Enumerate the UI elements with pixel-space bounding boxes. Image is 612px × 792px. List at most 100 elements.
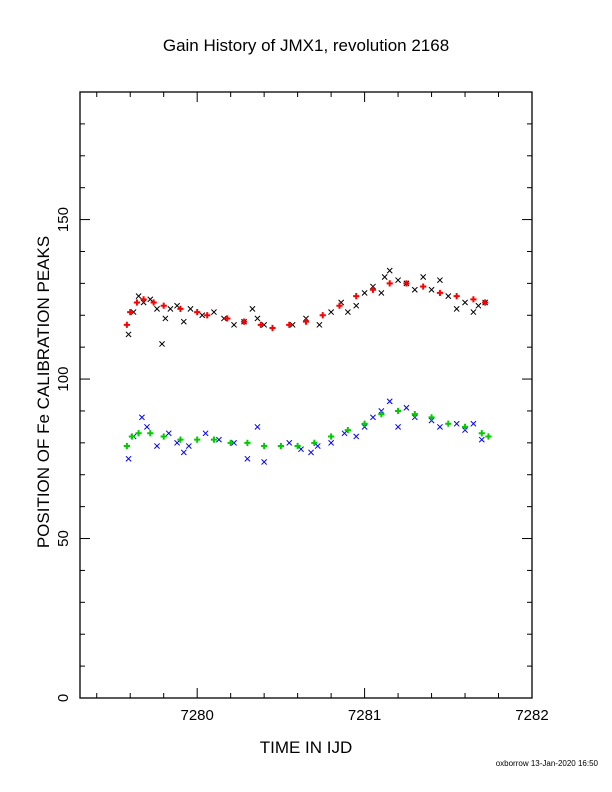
data-point <box>244 455 251 462</box>
data-point <box>353 433 360 440</box>
data-point <box>185 443 192 449</box>
data-point <box>411 286 418 293</box>
data-point <box>165 430 172 437</box>
data-point <box>369 286 377 293</box>
data-point <box>475 302 482 309</box>
data-point <box>428 286 435 293</box>
data-point <box>130 309 137 316</box>
data-point <box>231 321 237 328</box>
data-point <box>138 414 145 421</box>
y-axis-label-text: POSITION OF Fe CALIBRATION PEAKS <box>34 235 53 549</box>
data-point <box>386 280 393 287</box>
data-point <box>403 404 410 411</box>
data-point <box>361 289 368 296</box>
data-point <box>177 436 184 443</box>
data-point <box>147 430 154 437</box>
data-point <box>261 442 268 450</box>
timestamp-footer: oxborrow 13-Jan-2020 16:50 <box>495 759 598 768</box>
data-point <box>436 423 443 430</box>
data-point <box>257 321 264 328</box>
data-point <box>478 436 485 443</box>
data-point <box>135 293 142 300</box>
data-point <box>485 433 492 440</box>
data-point <box>336 302 343 309</box>
data-point <box>154 305 160 312</box>
data-point <box>160 433 167 440</box>
x-tick-label: 7280 <box>180 707 213 724</box>
data-point <box>395 423 402 430</box>
data-point <box>174 439 181 446</box>
data-point <box>316 321 323 328</box>
data-point <box>428 417 435 424</box>
data-point <box>254 315 261 322</box>
data-point <box>177 305 184 312</box>
data-point <box>462 299 468 306</box>
data-point <box>378 411 385 418</box>
data-point <box>123 442 130 450</box>
data-point <box>135 430 142 437</box>
data-point <box>453 305 460 312</box>
data-point <box>445 420 452 427</box>
data-point <box>199 312 206 319</box>
data-point <box>150 299 157 306</box>
data-point <box>395 277 402 284</box>
y-tick-label: 0 <box>55 694 72 702</box>
data-point <box>147 296 154 303</box>
data-point <box>411 414 418 421</box>
data-point <box>174 302 181 309</box>
data-point <box>394 407 402 415</box>
data-point <box>277 442 284 450</box>
data-point <box>470 296 477 303</box>
data-point <box>298 446 304 453</box>
data-point <box>140 296 147 303</box>
data-point <box>180 449 187 456</box>
data-point <box>482 299 489 306</box>
data-point <box>370 414 376 421</box>
data-point <box>240 318 248 325</box>
data-point <box>187 305 194 312</box>
data-point <box>215 436 222 443</box>
data-point <box>127 308 134 316</box>
data-point <box>378 289 385 296</box>
x-tick-label: 7282 <box>515 707 548 724</box>
data-point <box>445 293 452 300</box>
data-point <box>244 439 251 446</box>
data-point <box>294 442 301 450</box>
data-point <box>125 455 132 462</box>
data-point <box>470 420 477 427</box>
y-tick-label: 100 <box>55 367 72 392</box>
x-axis-label: TIME IN IJD <box>259 738 353 757</box>
data-point <box>210 309 217 316</box>
data-point <box>381 274 388 280</box>
data-point <box>204 312 211 319</box>
data-point <box>353 293 360 300</box>
data-point <box>249 305 256 312</box>
data-point <box>128 433 135 440</box>
data-point <box>162 315 169 322</box>
data-point <box>361 423 368 430</box>
data-point <box>461 423 469 430</box>
data-point <box>344 426 351 434</box>
data-point <box>221 315 227 322</box>
plot-frame <box>79 91 533 699</box>
data-point <box>370 283 376 290</box>
y-tick-label: 50 <box>55 530 72 547</box>
data-point <box>328 439 335 446</box>
data-point <box>224 315 231 322</box>
chart-title: Gain History of JMX1, revolution 2168 <box>162 36 450 55</box>
data-point <box>144 423 150 430</box>
data-point <box>261 459 268 465</box>
data-point <box>123 321 130 328</box>
data-point <box>462 427 468 434</box>
data-point <box>308 449 314 456</box>
data-point <box>160 302 167 309</box>
data-point <box>470 309 477 316</box>
data-point <box>269 324 276 332</box>
data-point <box>140 299 147 306</box>
data-point <box>420 274 427 280</box>
data-point <box>353 302 360 309</box>
data-point <box>261 321 268 328</box>
data-point <box>311 439 318 446</box>
data-point <box>386 398 393 405</box>
